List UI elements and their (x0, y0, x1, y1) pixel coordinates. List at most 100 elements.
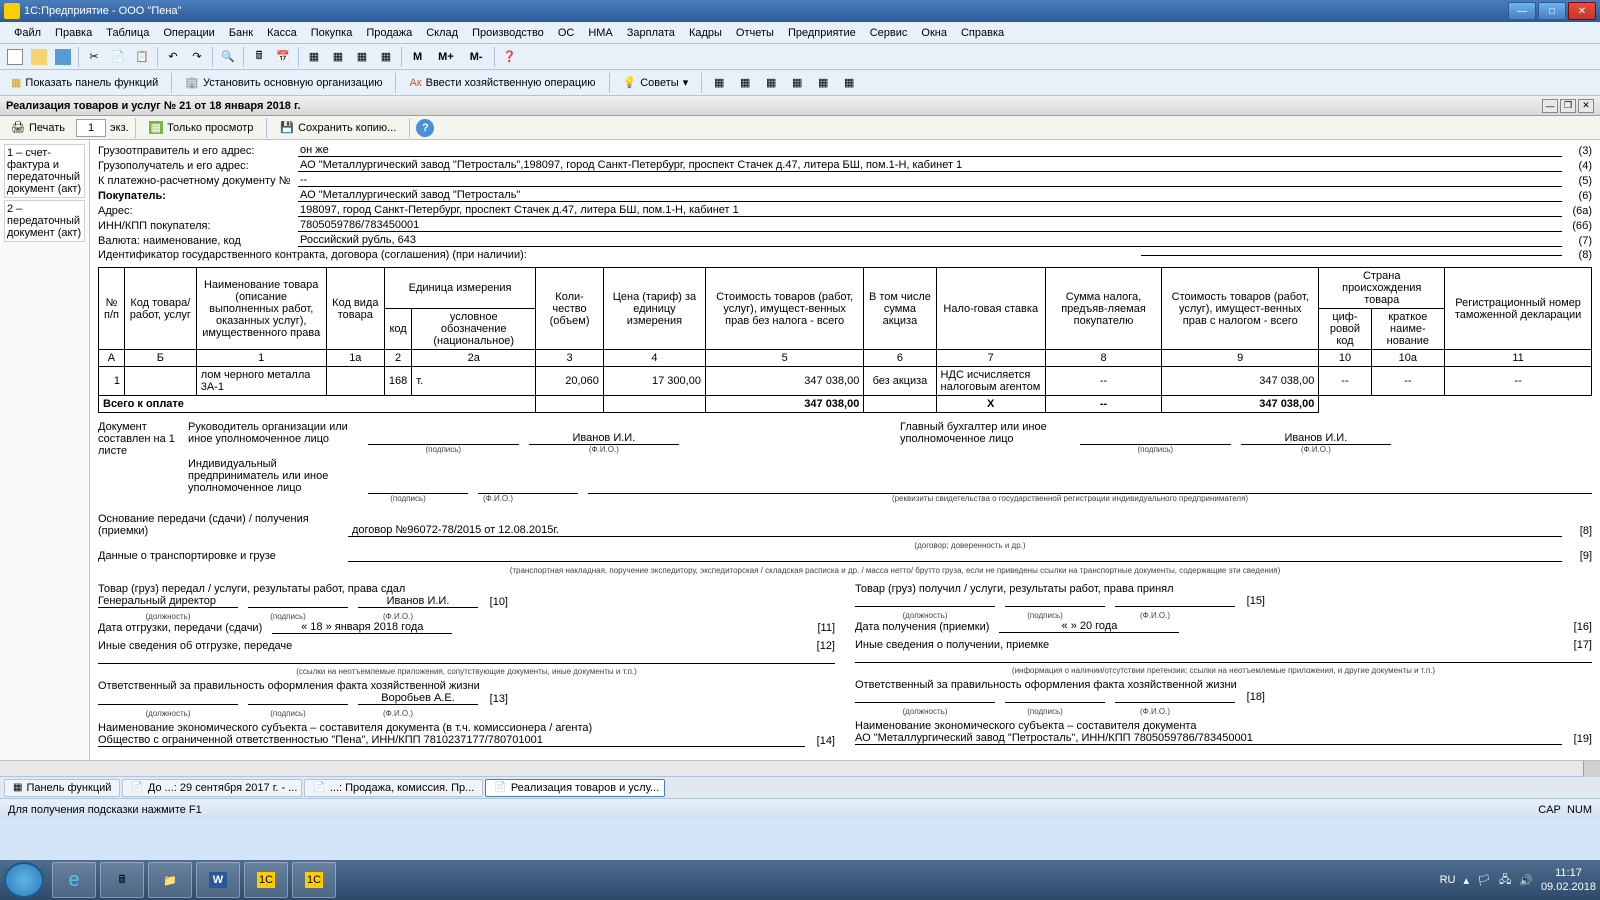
tool-icon-4[interactable]: ▦ (375, 46, 397, 68)
menu-windows[interactable]: Окна (915, 25, 953, 41)
copies-input[interactable] (76, 119, 106, 137)
bottom-split: Товар (груз) передал / услуги, результат… (98, 583, 1592, 751)
menu-sale[interactable]: Продажа (360, 25, 418, 41)
ip-label: Индивидуальный предприниматель или иное … (188, 458, 368, 494)
menu-warehouse[interactable]: Склад (420, 25, 464, 41)
menu-table[interactable]: Таблица (100, 25, 155, 41)
sec-tool-3[interactable]: ▦ (760, 72, 782, 94)
tray-network-icon[interactable]: 🖧 (1499, 871, 1511, 890)
menu-os[interactable]: ОС (552, 25, 581, 41)
sec-tool-4[interactable]: ▦ (786, 72, 808, 94)
th-excise: В том числе сумма акциза (864, 268, 936, 350)
tab-2[interactable]: 📄 ...: Продажа, комиссия. Пр... (304, 779, 483, 797)
open-icon[interactable] (28, 46, 50, 68)
taskbar-1c-icon-1[interactable]: 1C (244, 862, 288, 898)
minimize-button[interactable]: — (1508, 2, 1536, 20)
tool-icon-2[interactable]: ▦ (327, 46, 349, 68)
sec-tool-6[interactable]: ▦ (838, 72, 860, 94)
tab-panel[interactable]: ▦ Панель функций (4, 779, 120, 797)
calc-icon[interactable]: 🖩 (248, 46, 270, 68)
memory-m[interactable]: M (406, 48, 429, 66)
contract-num: (8) (1562, 249, 1592, 261)
close-button[interactable]: ✕ (1568, 2, 1596, 20)
paste-icon[interactable]: 📋 (131, 46, 153, 68)
right-column: Товар (груз) получил / услуги, результат… (855, 583, 1592, 751)
view-only-button[interactable]: ▦Только просмотр (142, 118, 261, 137)
tray-clock[interactable]: 11:17 09.02.2018 (1541, 866, 1596, 895)
show-panel-button[interactable]: ▦Показать панель функций (4, 73, 165, 92)
tips-button[interactable]: 💡Советы▾ (616, 73, 696, 92)
currency-label: Валюта: наименование, код (98, 235, 298, 247)
set-org-button[interactable]: 🏢Установить основную организацию (178, 73, 389, 92)
tab-3[interactable]: 📄 Реализация товаров и услу... (485, 779, 665, 797)
menu-operations[interactable]: Операции (157, 25, 220, 41)
print-button[interactable]: 🖨Печать (4, 118, 72, 137)
menu-help[interactable]: Справка (955, 25, 1010, 41)
calendar-icon[interactable]: 📅 (272, 46, 294, 68)
taskbar-word-icon[interactable]: W (196, 862, 240, 898)
sidebar-item-2[interactable]: 2 – передаточный документ (акт) (4, 200, 85, 242)
save-copy-button[interactable]: 💾Сохранить копию... (273, 118, 403, 137)
menu-salary[interactable]: Зарплата (621, 25, 681, 41)
menu-production[interactable]: Производство (466, 25, 550, 41)
menu-hr[interactable]: Кадры (683, 25, 728, 41)
save-icon[interactable] (52, 46, 74, 68)
basis-value: договор №96072-78/2015 от 12.08.2015г. (348, 524, 1562, 537)
maximize-button[interactable]: □ (1538, 2, 1566, 20)
cell-countryname: -- (1371, 367, 1445, 396)
total-row: Всего к оплате 347 038,00 Х -- 347 038,0… (99, 396, 1592, 413)
sec-tool-5[interactable]: ▦ (812, 72, 834, 94)
total-costtax: 347 038,00 (1162, 396, 1319, 413)
currency-num: (7) (1562, 235, 1592, 247)
th-unit: Единица измерения (384, 268, 535, 309)
sec-tool-1[interactable]: ▦ (708, 72, 730, 94)
copy-icon[interactable]: 📄 (107, 46, 129, 68)
taskbar-1c-icon-2[interactable]: 1C (292, 862, 336, 898)
taskbar-explorer-icon[interactable]: 📁 (148, 862, 192, 898)
taskbar-calc-icon[interactable]: 🖩 (100, 862, 144, 898)
tray-sound-icon[interactable]: 🔊 (1519, 874, 1533, 887)
inn-value: 7805059786/783450001 (298, 219, 1562, 232)
redo-icon[interactable]: ↷ (186, 46, 208, 68)
help-icon[interactable]: ❓ (499, 46, 521, 68)
menu-bank[interactable]: Банк (223, 25, 259, 41)
document-titlebar: Реализация товаров и услуг № 21 от 18 ян… (0, 96, 1600, 116)
tool-icon-1[interactable]: ▦ (303, 46, 325, 68)
memory-mminus[interactable]: M- (463, 48, 490, 66)
taskbar-ie-icon[interactable]: e (52, 862, 96, 898)
menu-edit[interactable]: Правка (49, 25, 98, 41)
menu-reports[interactable]: Отчеты (730, 25, 780, 41)
doc-help-button[interactable]: ? (416, 119, 434, 137)
secondary-toolbar: ▦Показать панель функций 🏢Установить осн… (0, 70, 1600, 96)
cell-price: 17 300,00 (603, 367, 705, 396)
menu-cash[interactable]: Касса (261, 25, 303, 41)
menu-nma[interactable]: НМА (582, 25, 618, 41)
undo-icon[interactable]: ↶ (162, 46, 184, 68)
horizontal-scrollbar[interactable] (0, 760, 1600, 776)
head-label: Руководитель организации или иное уполно… (188, 421, 368, 445)
tray-flag-icon[interactable]: ▴ (1463, 874, 1469, 887)
tab-1[interactable]: 📄 До ...: 29 сентября 2017 г. - ... (122, 779, 302, 797)
sec-tool-2[interactable]: ▦ (734, 72, 756, 94)
enter-operation-button[interactable]: АкВвести хозяйственную операцию (402, 74, 602, 92)
payment-num: (5) (1562, 175, 1592, 187)
menu-file[interactable]: Файл (8, 25, 47, 41)
inn-num: (6б) (1562, 220, 1592, 232)
tray-lang[interactable]: RU (1440, 874, 1456, 886)
memory-mplus[interactable]: M+ (431, 48, 461, 66)
menu-service[interactable]: Сервис (864, 25, 914, 41)
windows-taskbar: e 🖩 📁 W 1C 1C RU ▴ 🏳 🖧 🔊 11:17 09.02.201… (0, 860, 1600, 900)
start-button[interactable] (4, 862, 44, 898)
tray-action-icon[interactable]: 🏳 (1477, 874, 1491, 887)
head-name: Иванов И.И. (529, 432, 680, 445)
menu-enterprise[interactable]: Предприятие (782, 25, 862, 41)
doc-maximize[interactable]: ❐ (1560, 99, 1576, 113)
find-icon[interactable]: 🔍 (217, 46, 239, 68)
doc-minimize[interactable]: — (1542, 99, 1558, 113)
new-icon[interactable] (4, 46, 26, 68)
sidebar-item-1[interactable]: 1 – счет-фактура и передаточный документ… (4, 144, 85, 198)
tool-icon-3[interactable]: ▦ (351, 46, 373, 68)
doc-close[interactable]: ✕ (1578, 99, 1594, 113)
menu-purchase[interactable]: Покупка (305, 25, 359, 41)
cut-icon[interactable]: ✂ (83, 46, 105, 68)
